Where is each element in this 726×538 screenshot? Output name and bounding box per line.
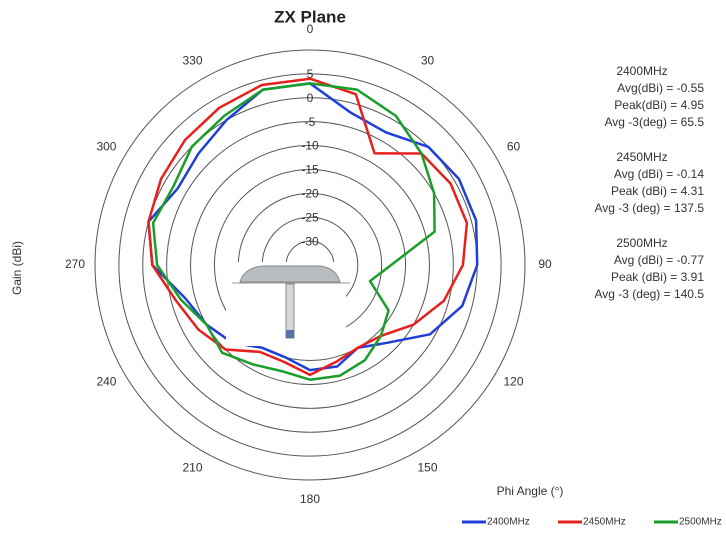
theta-tick-label: 120 [504,375,524,389]
antenna-photo [226,262,350,346]
series-line [147,77,469,377]
chart-title: ZX Plane [274,7,346,26]
plot-area: -30 -25 -20 -15 -10 -5 0 5 0 30 60 90 120 150 180 210 24… [65,22,552,506]
annotation-heading: 2450MHz [616,150,667,164]
r-tick-label: -30 [301,234,319,248]
annotation-line: Avg(dBi) = -0.55 [617,81,704,95]
series-line [147,82,479,372]
r-tick-label: -25 [301,210,319,224]
theta-tick-label: 180 [300,492,320,506]
annotation-line: Avg -3(deg) = 65.5 [604,115,704,129]
r-tick-label: 0 [307,91,314,105]
grid-ring [213,168,407,362]
series-line [151,82,436,381]
annotation-line: Avg -3 (deg) = 140.5 [594,287,704,301]
legend-label: 2450MHz [583,517,626,528]
r-tick-label: 5 [307,67,314,81]
annotation-line: Avg (dBi) = -0.14 [614,167,704,181]
theta-tick-label: 330 [182,54,202,68]
r-axis-label: Gain (dBi) [10,241,24,295]
grid-ring [118,73,502,457]
antenna-mast [285,283,295,339]
theta-axis-label: Phi Angle (°) [497,484,564,498]
theta-tick-label: 210 [182,461,202,475]
theta-tick-label: 240 [96,375,116,389]
annotation-heading: 2400MHz [616,64,667,78]
theta-tick-label: 30 [421,54,435,68]
antenna-connector [286,330,294,338]
annotation-line: Peak (dBi) = 4.31 [611,184,704,198]
annotation-line: Peak (dBi) = 3.91 [611,270,704,284]
r-tick-label: -15 [301,163,319,177]
r-tick-label: -20 [301,187,319,201]
antenna-dome [239,265,341,283]
r-tick-label: -5 [305,115,316,129]
annotations: 2400MHz Avg(dBi) = -0.55 Peak(dBi) = 4.95 A… [594,64,704,301]
legend-label: 2400MHz [487,517,530,528]
annotation-heading: 2500MHz [616,236,667,250]
theta-tick-label: 150 [417,461,437,475]
outer-ring [94,49,526,481]
theta-tick-label: 60 [507,140,521,154]
legend: 2400MHz 2450MHz 2500MHz [462,517,722,528]
theta-tick-label: 300 [96,140,116,154]
theta-tick-label: 0 [307,22,314,36]
annotation-line: Avg (dBi) = -0.77 [614,253,704,267]
annotation-line: Peak(dBi) = 4.95 [614,98,704,112]
theta-tick-label: 90 [538,257,552,271]
theta-tick-label: 270 [65,257,85,271]
grid-ring [166,121,454,409]
r-tick-label: -10 [301,139,319,153]
grid-ring [190,145,430,385]
legend-label: 2500MHz [679,517,722,528]
annotation-line: Avg -3 (deg) = 137.5 [594,201,704,215]
